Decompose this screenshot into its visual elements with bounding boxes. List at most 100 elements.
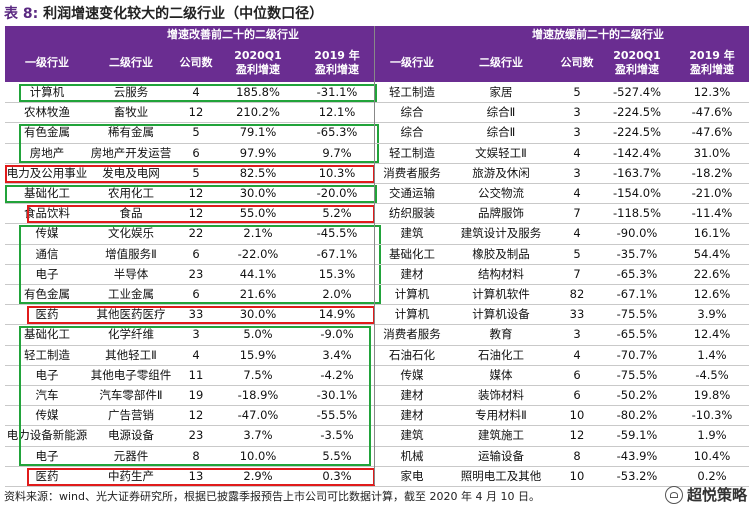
table-cell: 半导体 (113, 266, 149, 281)
table-cell: 建材 (400, 388, 424, 402)
table-cell: 有色金属 (24, 287, 70, 301)
table-cell: -75.5% (616, 367, 658, 382)
table-cell: 有色金属 (24, 125, 70, 140)
table-cell: 消费者服务 (383, 165, 441, 180)
table-cell: 公交物流 (478, 186, 524, 200)
table-cell: 计算机 (394, 307, 430, 322)
table-cell: -67.1% (316, 246, 358, 261)
table-cell: 5 (573, 85, 581, 99)
table-cell: -47.6% (691, 105, 733, 120)
table-cell: 3 (573, 327, 581, 342)
table-row: 建筑 建筑设计及服务 4 -90.0% 16.1% (377, 224, 749, 245)
table-row: 计算机 计算机设备 33 -75.5% 3.9% (377, 305, 749, 326)
table-row: 机械 运输设备 8 -43.9% 10.4% (377, 447, 749, 467)
table-row: 食品饮料 食品 12 55.0% 5.2% (5, 204, 377, 225)
table-cell: 运输设备 (478, 448, 524, 463)
column-header: 一级行业 (377, 44, 447, 82)
watermark: 超悦策略 (664, 484, 747, 505)
table-cell: -45.5% (316, 226, 358, 241)
table-cell: 1.4% (697, 347, 727, 362)
table-cell: 10.4% (693, 448, 731, 463)
table-cell: -90.0% (616, 226, 658, 241)
table-row: 轻工制造 其他轻工Ⅱ 4 15.9% 3.4% (5, 346, 377, 366)
table-cell: 计算机 (29, 85, 65, 99)
table-cell: 综合Ⅱ (486, 125, 516, 140)
table-cell: 210.2% (236, 105, 280, 120)
table-cell: 轻工制造 (389, 145, 435, 160)
table-cell: 82.5% (239, 165, 277, 180)
table-cell: 发电及电网 (102, 165, 160, 180)
table-cell: 建材 (400, 408, 424, 423)
table-cell: 交通运输 (389, 186, 435, 200)
table-row: 电子 半导体 23 44.1% 15.3% (5, 265, 377, 285)
table-cell: -142.4% (613, 145, 661, 160)
table-cell: 计算机 (394, 287, 430, 301)
table-cell: 10.0% (239, 448, 277, 463)
table-cell: 6 (573, 367, 581, 382)
table-cell: 计算机设备 (472, 307, 530, 322)
table-row: 消费者服务 教育 3 -65.5% 12.4% (377, 325, 749, 346)
table-cell: 传媒 (35, 408, 59, 423)
table-cell: 教育 (489, 327, 513, 342)
table-cell: 汽车零部件Ⅱ (99, 388, 163, 402)
table-cell: 电子 (35, 266, 59, 281)
table-cell: 媒体 (489, 367, 513, 382)
table-row: 有色金属 工业金属 6 21.6% 2.0% (5, 285, 377, 306)
table-cell: -163.7% (613, 165, 661, 180)
table-cell: 5 (573, 246, 581, 261)
table-row: 建筑 建筑施工 12 -59.1% 1.9% (377, 426, 749, 447)
table-row: 通信 增值服务Ⅱ 6 -22.0% -67.1% (5, 245, 377, 265)
table-cell: 医药 (35, 307, 59, 322)
table-cell: 3.4% (322, 347, 352, 362)
table-cell: 30.0% (239, 186, 277, 200)
wechat-icon (664, 485, 683, 504)
table-cell: 10 (569, 468, 585, 483)
table-cell: 其他医药医疗 (96, 307, 166, 322)
table-cell: -80.2% (616, 408, 658, 423)
table-cell: 电子 (35, 448, 59, 463)
column-header: 二级行业 (447, 44, 555, 82)
table-cell: 54.4% (693, 246, 731, 261)
table-cell: 7.5% (243, 367, 273, 382)
table-cell: 文化娱乐 (108, 226, 154, 241)
table-cell: 2.9% (243, 468, 273, 483)
table-cell: -53.2% (616, 468, 658, 483)
table-cell: 汽车 (35, 388, 59, 402)
table-row: 计算机 计算机软件 82 -67.1% 12.6% (377, 285, 749, 306)
table-cell: 通信 (35, 246, 59, 261)
table-row: 纺织服装 品牌服饰 7 -118.5% -11.4% (377, 204, 749, 225)
table-row: 医药 中药生产 13 2.9% 0.3% (5, 467, 377, 487)
table-cell: 23 (188, 428, 204, 443)
table-cell: 电子 (35, 367, 59, 382)
table-cell: 22 (188, 226, 204, 241)
table-cell: 5 (192, 165, 200, 180)
table-row: 轻工制造 家居 5 -527.4% 12.3% (377, 83, 749, 104)
column-header: 公司数 (173, 44, 219, 82)
table-row: 石油石化 石油化工 4 -70.7% 1.4% (377, 346, 749, 366)
table-cell: 6 (192, 145, 200, 160)
table-cell: -47.0% (237, 408, 279, 423)
table-cell: 10.3% (318, 165, 356, 180)
slowing-industries-table: 增速放缓前二十的二级行业 一级行业 二级行业 公司数 2020Q1 盈利增速 2019 年… (377, 26, 749, 487)
table-row: 基础化工 橡胶及制品 5 -35.7% 54.4% (377, 245, 749, 265)
table-cell: 4 (573, 347, 581, 362)
table-cell: 6 (192, 287, 200, 301)
table-cell: 33 (188, 307, 204, 322)
table-cell: 其他电子零组件 (90, 367, 172, 382)
table-row: 计算机 云服务 4 185.8% -31.1% (5, 83, 377, 104)
table-cell: 畜牧业 (113, 105, 149, 120)
table-cell: -67.1% (616, 287, 658, 301)
table-cell: 工业金属 (108, 287, 154, 301)
table-cell: 3 (573, 105, 581, 120)
table-row: 综合 综合Ⅱ 3 -224.5% -47.6% (377, 123, 749, 144)
table-cell: 家居 (489, 85, 513, 99)
table-cell: 4 (573, 145, 581, 160)
table-cell: 13 (188, 468, 204, 483)
column-header: 2019 年 盈利增速 (675, 44, 749, 82)
table-cell: -224.5% (613, 105, 661, 120)
table-cell: 石油化工 (478, 347, 524, 362)
table-cell: -118.5% (613, 206, 661, 221)
table-cell: 12 (569, 428, 585, 443)
table-cell: 12 (188, 105, 204, 120)
table-cell: 3.7% (243, 428, 273, 443)
